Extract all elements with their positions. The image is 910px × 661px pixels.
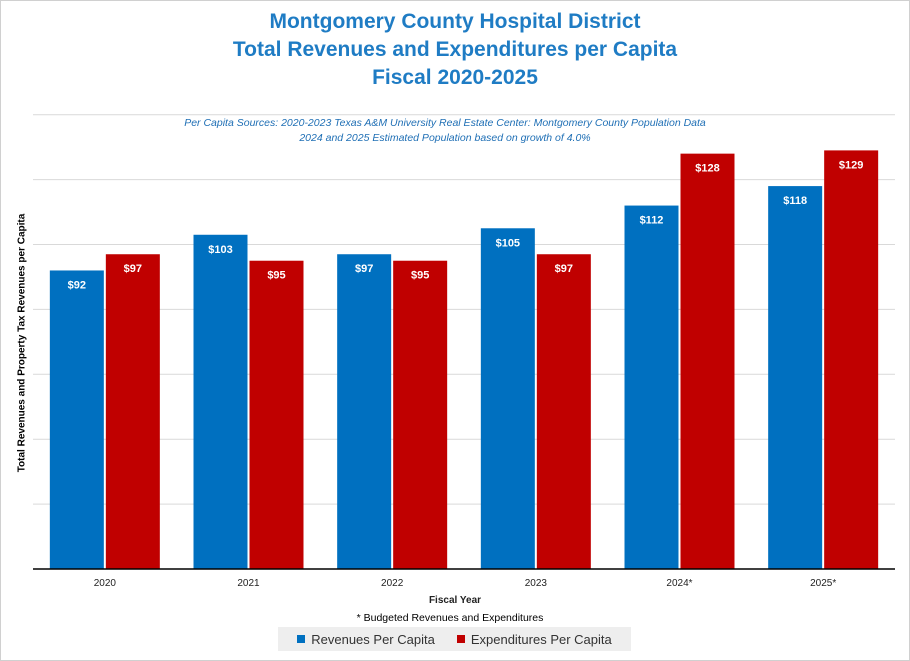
legend-swatch-revenues: [297, 635, 306, 643]
budget-footnote: * Budgeted Revenues and Expenditures: [356, 612, 544, 624]
bar: [49, 270, 104, 569]
bar: [249, 260, 304, 569]
data-label: $97: [124, 263, 142, 275]
data-label: $118: [783, 195, 807, 207]
data-label: $95: [411, 270, 429, 282]
x-tick-label: 2022: [381, 578, 404, 589]
bar: [680, 153, 735, 569]
x-tick-label: 2020: [94, 578, 117, 589]
chart-legend: Revenues Per Capita Expenditures Per Cap…: [278, 627, 631, 651]
subtitle-line-2: 2024 and 2025 Estimated Population based…: [299, 132, 591, 144]
x-axis-label: Fiscal Year: [428, 595, 482, 606]
data-label: $105: [496, 237, 520, 249]
legend-label-revenues: Revenues Per Capita: [311, 631, 435, 647]
x-tick-label: 2021: [237, 578, 260, 589]
x-tick-label: 2023: [525, 578, 548, 589]
data-label: $112: [640, 215, 664, 227]
bar: [193, 234, 248, 569]
legend-label-expenditures: Expenditures Per Capita: [470, 631, 612, 647]
legend-item-expenditures: Expenditures Per Capita: [456, 631, 612, 647]
bar: [105, 254, 160, 570]
data-label: $92: [68, 279, 86, 291]
data-label: $97: [355, 263, 373, 275]
bar: [393, 260, 448, 569]
bar: [768, 186, 823, 569]
bar: [536, 254, 591, 570]
chart-subtitle: Per Capita Sources: 2020-2023 Texas A&M …: [0, 116, 890, 146]
bar: [624, 205, 679, 569]
chart-title-line-1: Montgomery County Hospital District: [269, 10, 641, 33]
x-tick-label: 2024*: [666, 578, 692, 589]
x-tick-label: 2025*: [810, 578, 836, 589]
legend-swatch-expenditures: [456, 635, 465, 643]
bar: [480, 228, 535, 569]
data-label: $95: [267, 270, 285, 282]
data-label: $128: [695, 163, 719, 175]
bar: [824, 150, 879, 569]
chart-title: Montgomery County Hospital District Tota…: [0, 8, 910, 92]
legend-item-revenues: Revenues Per Capita: [297, 632, 435, 647]
chart-title-line-3: Fiscal 2020-2025: [372, 66, 538, 89]
data-label: $103: [208, 244, 232, 256]
bar: [337, 254, 392, 570]
data-label: $97: [555, 263, 573, 275]
chart-title-line-2: Total Revenues and Expenditures per Capi…: [232, 38, 678, 61]
subtitle-line-1: Per Capita Sources: 2020-2023 Texas A&M …: [184, 117, 706, 129]
data-label: $129: [839, 159, 863, 171]
